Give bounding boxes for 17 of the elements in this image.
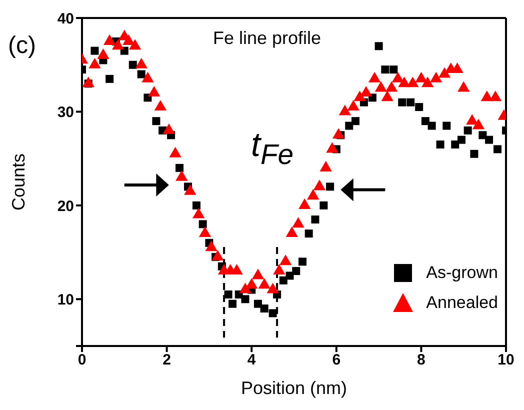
legend-label: As-grown (426, 263, 498, 283)
y-tick-label: 40 (57, 10, 74, 28)
x-tick-label: 0 (78, 352, 86, 369)
text: (c) (8, 32, 36, 60)
y-tick-label: 30 (57, 104, 74, 122)
y-axis-title: Counts (8, 153, 28, 211)
x-axis-title: Position (nm) (240, 378, 348, 398)
x-tick-label: 2 (162, 352, 171, 369)
legend-label: Annealed (426, 293, 498, 313)
y-tick-label: 10 (57, 291, 74, 308)
x-tick-label: 8 (417, 352, 426, 369)
x-tick-label: 4 (247, 352, 256, 369)
y-tick-label: 20 (57, 198, 74, 215)
x-tick-label: 6 (332, 352, 341, 369)
annotation: Fe line profile (213, 28, 322, 49)
annotation: t$_{Fe}$ (251, 126, 294, 172)
x-tick-label: 10 (498, 352, 514, 369)
